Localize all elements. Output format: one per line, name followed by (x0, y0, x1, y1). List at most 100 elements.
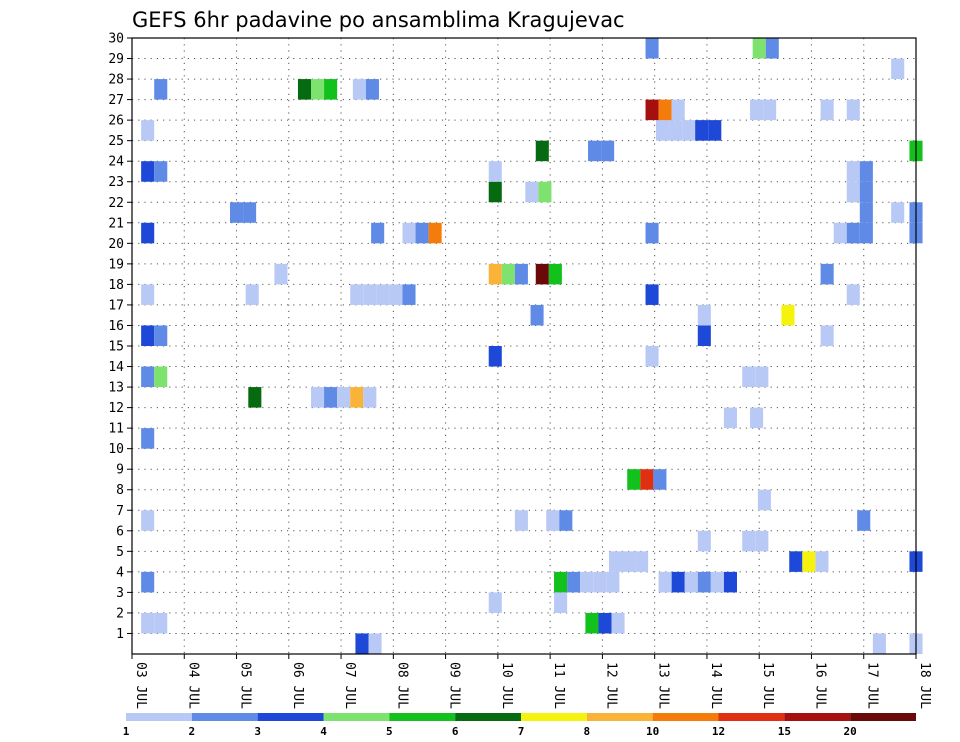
heatmap-cell (658, 99, 672, 121)
chart-grid (132, 38, 916, 654)
heatmap-cell (859, 161, 873, 182)
colorbar-label: 12 (712, 725, 725, 738)
x-axis: 03 JUL 04 JUL 05 JUL 06 JUL 07 JUL 08 JUL 09 J… (131, 654, 932, 709)
y-tick-label: 29 (108, 52, 124, 67)
heatmap-cell (501, 263, 515, 285)
heatmap-cell (488, 161, 502, 182)
heatmap-cell (363, 387, 377, 408)
heatmap-cell (141, 161, 155, 182)
heatmap-cell (535, 263, 549, 285)
y-axis: 1234567891011121314151617181920212223242… (108, 32, 132, 642)
heatmap-cell (243, 202, 257, 223)
colorbar-swatch (455, 713, 521, 721)
heatmap-cell (781, 304, 795, 326)
heatmap-cell (608, 551, 622, 572)
colorbar-label: 1 (123, 725, 130, 738)
colorbar-swatch (718, 713, 785, 721)
heatmap-cell (859, 202, 873, 223)
heatmap-cell (389, 284, 403, 305)
heatmap-cell (248, 387, 262, 408)
y-tick-label: 24 (108, 155, 124, 170)
heatmap-cell (815, 551, 829, 572)
heatmap-cell (311, 387, 325, 408)
y-tick-label: 15 (108, 340, 124, 355)
heatmap-cell (645, 346, 659, 367)
heatmap-cell (554, 592, 568, 613)
heatmap-cell (635, 551, 649, 572)
heatmap-cell (548, 263, 562, 285)
colorbar-label: 10 (646, 725, 659, 738)
heatmap-cell (627, 469, 641, 490)
y-tick-label: 4 (116, 565, 124, 580)
y-tick-label: 12 (108, 401, 124, 416)
heatmap-cell (141, 284, 155, 305)
x-tick-label: 13 JUL (656, 662, 671, 709)
heatmap-cell (324, 387, 338, 408)
heatmap-cell (671, 571, 685, 593)
heatmap-cell (697, 530, 711, 552)
heatmap-cell (559, 510, 573, 531)
heatmap-cell (846, 161, 860, 182)
heatmap-cell (415, 222, 429, 244)
heatmap-cell (833, 222, 847, 244)
heatmap-cell (645, 38, 659, 59)
heatmap-cell (488, 181, 502, 203)
heatmap-cell (363, 284, 377, 305)
heatmap-cell (723, 571, 737, 593)
heatmap-cell (154, 612, 168, 634)
colorbar-swatch (257, 713, 324, 721)
heatmap-cell (611, 612, 625, 634)
colorbar-swatch (586, 713, 653, 721)
y-tick-label: 2 (116, 606, 124, 621)
heatmap-cell (352, 79, 366, 100)
y-tick-label: 13 (108, 381, 124, 396)
heatmap-cell (538, 181, 552, 203)
heatmap-cell (350, 387, 364, 408)
heatmap-cell (525, 181, 539, 203)
heatmap-cell (697, 325, 711, 346)
y-tick-label: 27 (108, 93, 124, 108)
y-tick-label: 3 (116, 586, 124, 601)
heatmap-cell (535, 140, 549, 162)
heatmap-cell (601, 140, 615, 162)
heatmap-cell (846, 284, 860, 305)
heatmap-cell (846, 99, 860, 121)
y-tick-label: 22 (108, 196, 124, 211)
heatmap-cell (355, 633, 369, 654)
heatmap-cell (350, 284, 364, 305)
heatmap-cell (530, 304, 544, 326)
colorbar-swatch (126, 713, 192, 721)
y-tick-label: 14 (108, 360, 124, 375)
colorbar-label: 6 (452, 725, 459, 738)
heatmap-cell (546, 510, 560, 531)
heatmap-cell (872, 633, 886, 654)
colorbar-swatch (389, 713, 456, 721)
heatmap-cell (710, 571, 724, 593)
heatmap-cell (750, 407, 764, 429)
heatmap-cell (585, 612, 599, 634)
heatmap-cell (669, 120, 683, 141)
colorbar-label: 8 (584, 725, 591, 738)
heatmap-cell (606, 571, 620, 593)
heatmap-cell (141, 571, 155, 593)
y-tick-label: 5 (116, 545, 124, 560)
heatmap-cell (820, 99, 834, 121)
heatmap-cell (514, 263, 528, 285)
heatmap-cell (567, 571, 581, 593)
colorbar-label: 2 (189, 725, 196, 738)
heatmap-cell (695, 120, 709, 141)
heatmap-cell (697, 304, 711, 326)
y-tick-label: 19 (108, 257, 124, 272)
x-tick-label: 03 JUL (133, 662, 148, 709)
x-tick-label: 08 JUL (394, 662, 409, 709)
heatmap-cell (402, 284, 416, 305)
heatmap-cell (311, 79, 325, 100)
heatmap-cell (765, 38, 779, 59)
x-tick-label: 09 JUL (447, 662, 462, 709)
y-tick-label: 20 (108, 237, 124, 252)
heatmap-cell (645, 99, 659, 121)
heatmap-cell (324, 79, 338, 100)
heatmap-cell (245, 284, 259, 305)
y-tick-label: 18 (108, 278, 124, 293)
heatmap-cell (230, 202, 244, 223)
